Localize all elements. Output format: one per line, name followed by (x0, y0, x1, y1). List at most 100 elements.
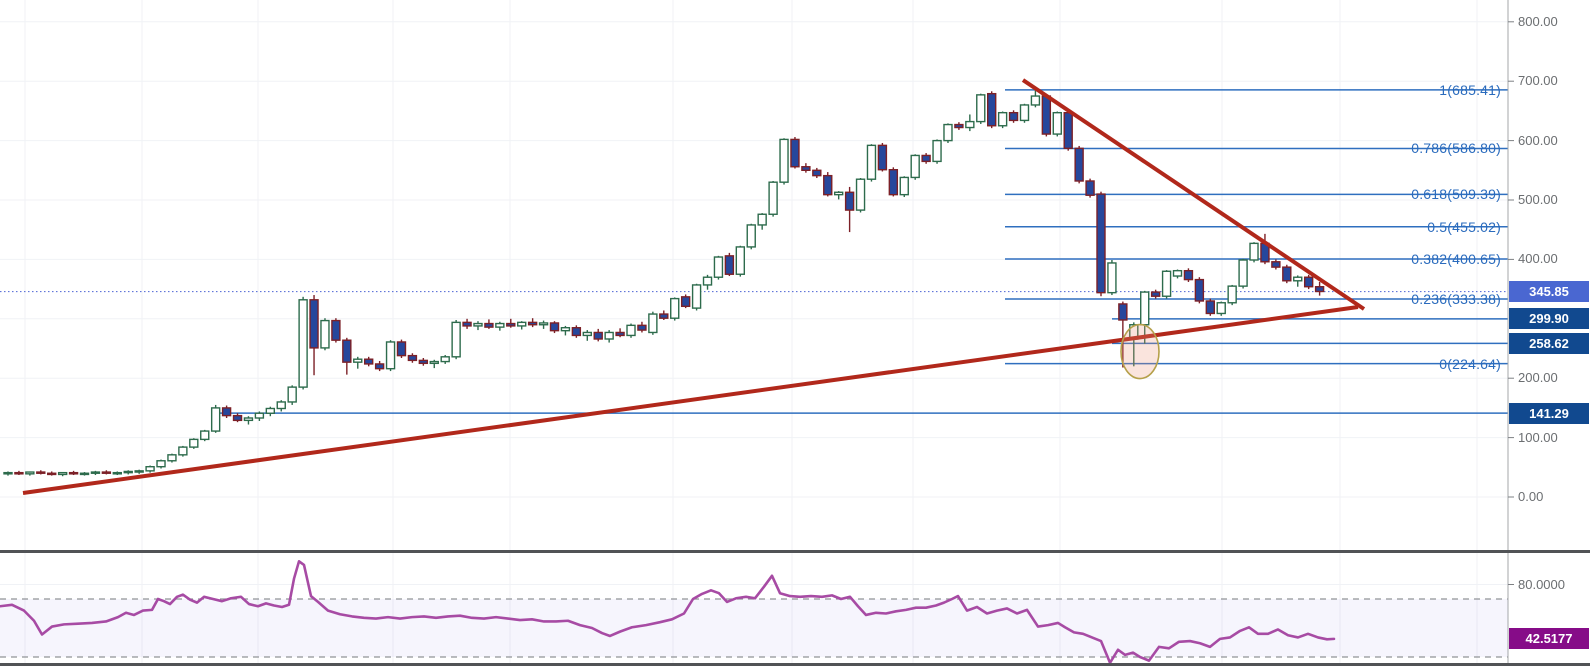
candle (1205, 300, 1216, 315)
candle (287, 386, 297, 403)
candle (298, 299, 308, 388)
candle (1227, 285, 1237, 304)
candle (921, 154, 931, 163)
candle (1293, 276, 1303, 282)
candle (626, 324, 636, 337)
right-price-axis[interactable] (1508, 0, 1590, 671)
candle (757, 213, 767, 226)
candle (1282, 266, 1292, 282)
candle (899, 176, 909, 196)
candle (1183, 269, 1194, 281)
highlight-ellipse[interactable] (1120, 323, 1160, 380)
candle (976, 94, 986, 123)
candle (844, 191, 855, 211)
candle (1161, 270, 1172, 297)
candle (156, 460, 166, 468)
candle (1019, 104, 1030, 122)
candle (1074, 147, 1084, 182)
candle (823, 174, 833, 196)
candle (1314, 286, 1325, 293)
candle (1008, 111, 1019, 122)
candle (495, 322, 505, 328)
candle (101, 471, 112, 474)
candle (1030, 95, 1041, 106)
candle (243, 417, 254, 422)
candle (429, 360, 439, 365)
candle (571, 327, 582, 337)
candle (374, 363, 385, 370)
candle (604, 331, 614, 340)
candle (691, 284, 702, 309)
candle (407, 354, 418, 362)
candle (932, 139, 942, 163)
candle (965, 120, 975, 129)
candle (353, 358, 363, 363)
oscillator-band (0, 599, 1508, 657)
candle (1150, 291, 1161, 297)
candle (1063, 111, 1073, 150)
candle (549, 322, 560, 332)
candle (484, 322, 494, 328)
candle (254, 412, 265, 419)
pane-separator[interactable] (0, 549, 1590, 553)
candle (1271, 261, 1281, 268)
candle (210, 407, 221, 432)
candle (47, 472, 57, 476)
candle (582, 331, 592, 337)
candle (363, 358, 374, 365)
candle (112, 471, 123, 475)
candle (68, 471, 79, 475)
candle (276, 401, 286, 410)
candle (680, 296, 691, 308)
candle (309, 299, 319, 349)
candle (735, 246, 746, 275)
candle (36, 471, 46, 474)
candle (648, 313, 658, 334)
candle (527, 321, 538, 326)
candle (910, 154, 920, 179)
candle (342, 339, 352, 363)
candle (57, 471, 68, 476)
candle (145, 466, 155, 472)
candle (1140, 291, 1150, 326)
candle (987, 92, 997, 127)
candle (1216, 302, 1226, 315)
candle (178, 446, 188, 456)
candle (855, 178, 866, 211)
trendline-descending-resistance[interactable] (1021, 78, 1366, 311)
candle (25, 471, 35, 475)
candle (1194, 278, 1205, 302)
candle (1041, 95, 1052, 135)
candle (517, 321, 527, 327)
candle (943, 123, 953, 142)
candle (473, 322, 483, 327)
candle (134, 470, 144, 473)
candle (440, 356, 450, 363)
candle (1107, 262, 1117, 294)
candle (167, 454, 177, 462)
candle (331, 319, 341, 341)
candle (615, 331, 625, 337)
candle (1303, 276, 1314, 288)
candle (90, 471, 101, 474)
candle (232, 414, 243, 422)
oscillator-line (0, 559, 1336, 665)
trendline-ascending-support[interactable] (22, 304, 1359, 496)
candle (123, 470, 133, 474)
candle (1118, 303, 1128, 321)
candle (1096, 193, 1106, 294)
candle (954, 123, 964, 129)
candle (593, 331, 603, 340)
candle (702, 276, 713, 286)
candle (790, 138, 800, 168)
candle (833, 191, 844, 196)
candle (1172, 269, 1183, 277)
candle (506, 322, 516, 327)
candle (866, 144, 877, 180)
candle (560, 327, 571, 332)
bottom-separator[interactable] (0, 663, 1590, 666)
candle (877, 144, 888, 171)
candle (79, 472, 90, 476)
candle (396, 341, 407, 357)
